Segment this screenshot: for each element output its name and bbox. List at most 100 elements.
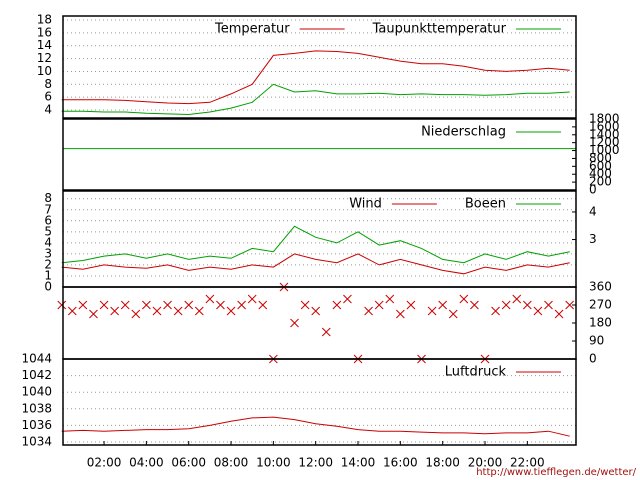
marker <box>99 300 109 310</box>
marker <box>395 309 405 319</box>
y2-tick-label: 600 <box>589 159 612 173</box>
marker <box>544 300 553 310</box>
y2-tick-label: 270 <box>589 298 612 312</box>
y2-tick-label: 3 <box>589 232 597 246</box>
marker <box>374 300 384 310</box>
marker <box>89 309 98 319</box>
marker <box>216 300 225 310</box>
marker <box>311 306 321 316</box>
y-tick-label: 0 <box>44 280 52 294</box>
y-tick-label: 14 <box>37 38 52 52</box>
x-tick-label: 10:00 <box>256 456 291 470</box>
marker <box>110 306 119 316</box>
x-tick-label: 02:00 <box>87 456 122 470</box>
series-line <box>61 83 570 116</box>
marker <box>364 306 373 316</box>
y-tick-label: 16 <box>37 25 52 39</box>
y2-tick-label: 800 <box>589 151 612 165</box>
y-tick-label: 4 <box>44 235 52 249</box>
y-tick-label: 8 <box>44 191 52 205</box>
marker <box>459 294 469 304</box>
y2-tick-label: 180 <box>589 316 612 330</box>
source-url: http://www.tiefflegen.de/wetter/ <box>476 467 636 478</box>
marker <box>491 306 500 316</box>
y2-tick-label: 1600 <box>589 119 620 133</box>
legend-label: Luftdruck <box>445 365 507 380</box>
marker <box>173 306 183 316</box>
marker <box>194 306 204 316</box>
y-tick-label: 8 <box>44 77 52 91</box>
marker <box>332 300 342 310</box>
marker <box>290 318 299 328</box>
panel-frame <box>62 118 577 191</box>
marker <box>152 306 162 316</box>
x-tick-label: 14:00 <box>341 456 376 470</box>
legend-label: Boeen <box>465 197 506 212</box>
marker <box>321 327 331 337</box>
y2-tick-label: 200 <box>589 175 612 189</box>
marker <box>512 294 522 304</box>
y2-tick-label: 360 <box>589 280 612 294</box>
y-tick-label: 12 <box>37 51 52 65</box>
x-tick-label: 08:00 <box>214 456 249 470</box>
x-tick-label: 16:00 <box>383 456 418 470</box>
marker <box>184 300 194 310</box>
y-tick-label: 1042 <box>21 368 52 382</box>
marker <box>237 300 246 310</box>
marker <box>522 300 532 310</box>
y-tick-label: 6 <box>44 90 52 104</box>
marker <box>533 306 543 316</box>
legend-label: Taupunkttemperatur <box>372 22 507 37</box>
marker <box>300 300 310 310</box>
marker <box>247 294 257 304</box>
marker <box>406 300 416 310</box>
y2-tick-label: 1800 <box>589 112 620 126</box>
y-tick-label: 1 <box>44 268 52 282</box>
y-tick-label: 3 <box>44 246 52 260</box>
series-line <box>61 253 570 275</box>
y2-tick-label: 90 <box>589 334 604 348</box>
series-line <box>61 416 570 437</box>
marker <box>205 294 215 304</box>
series-line <box>61 225 570 264</box>
marker <box>343 294 352 304</box>
marker <box>142 300 151 310</box>
y-tick-label: 18 <box>37 12 52 26</box>
marker <box>78 300 88 310</box>
y-tick-label: 4 <box>44 103 52 117</box>
marker <box>163 300 172 310</box>
y2-tick-label: 1000 <box>589 143 620 157</box>
x-tick-label: 20:00 <box>468 456 503 470</box>
y-tick-label: 1040 <box>21 385 52 399</box>
y2-tick-label: 0 <box>589 352 597 366</box>
legend-label: Wind <box>349 197 382 212</box>
marker <box>131 309 141 319</box>
y2-tick-label: 400 <box>589 167 612 181</box>
legend-label: Temperatur <box>214 22 290 37</box>
marker <box>385 294 395 304</box>
y-tick-label: 2 <box>44 257 52 271</box>
marker <box>438 300 448 310</box>
x-tick-label: 22:00 <box>510 456 545 470</box>
y-tick-label: 10 <box>37 64 52 78</box>
marker <box>554 309 564 319</box>
y2-tick-label: 0 <box>589 183 597 197</box>
marker <box>427 306 437 316</box>
marker <box>258 300 268 310</box>
panel-frame <box>62 358 577 446</box>
y-tick-label: 1038 <box>21 401 52 415</box>
x-tick-label: 18:00 <box>425 456 460 470</box>
y-tick-label: 5 <box>44 224 52 238</box>
panel-frame <box>62 15 577 119</box>
legend-label: Niederschlag <box>421 125 506 140</box>
marker <box>470 300 479 310</box>
marker <box>57 300 67 310</box>
y2-tick-label: 1400 <box>589 127 620 141</box>
y-tick-label: 1036 <box>21 418 52 432</box>
y-tick-label: 6 <box>44 213 52 227</box>
x-tick-label: 06:00 <box>171 456 206 470</box>
y2-tick-label: 4 <box>589 204 597 218</box>
y-tick-label: 1034 <box>21 435 52 449</box>
